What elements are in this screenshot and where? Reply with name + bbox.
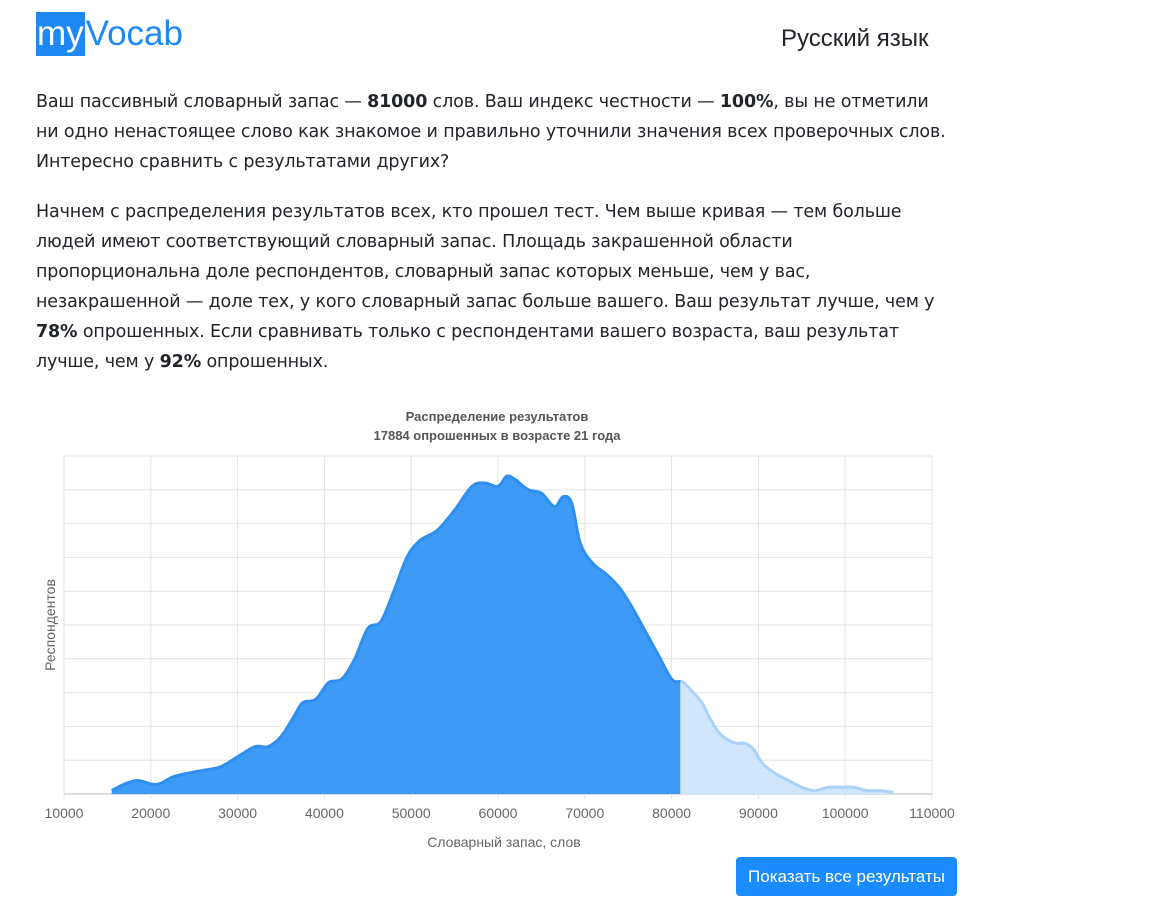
intro-text-1: Ваш пассивный словарный запас — [36,92,368,112]
explanation-text-3: опрошенных. [201,352,329,372]
x-tick-label: 70000 [565,805,604,821]
vocab-size-value: 81000 [367,92,428,112]
x-tick-label: 90000 [739,805,778,821]
x-axis-label: Словарный запас, слов [427,834,580,850]
explanation-text-2: опрошенных. Если сравнивать только с рес… [36,322,899,372]
x-tick-label: 10000 [45,805,84,821]
smaller-vocab-area-line [111,474,681,792]
x-tick-label: 110000 [909,805,955,821]
x-tick-label: 80000 [652,805,691,821]
distribution-chart: Распределение результатов 17884 опрошенн… [0,396,1153,866]
app-logo[interactable]: my Vocab [36,12,183,56]
x-tick-label: 20000 [131,805,170,821]
x-tick-label: 50000 [392,805,431,821]
percent-age-value: 92% [159,352,202,372]
percent-all-value: 78% [36,322,78,342]
logo-vocab: Vocab [85,14,183,53]
intro-text-3: , вы не отметили ни одно ненастоящее сло… [36,92,946,172]
chart-svg: Распределение результатов 17884 опрошенн… [42,409,956,850]
chart-subtitle: 17884 опрошенных в возрасте 21 года [374,428,622,443]
y-axis-label: Респондентов [42,579,58,671]
smaller-vocab-area-fill [111,475,681,794]
x-tick-label: 30000 [218,805,257,821]
logo-my: my [36,12,85,56]
intro-text-2: слов. Ваш индекс честности — [427,92,720,112]
language-label: Русский язык [781,25,929,52]
explanation-text-1: Начнем с распределения результатов всех,… [36,202,935,312]
larger-vocab-area-fill [680,681,893,794]
larger-vocab-area-line [679,679,894,794]
chart-areas [111,474,894,794]
show-all-results-button[interactable]: Показать все результаты [736,857,957,896]
x-tick-labels: 10000 20000 30000 40000 50000 60000 70000 80000… [45,805,956,821]
x-tick-label: 40000 [305,805,344,821]
explanation-paragraph: Начнем с распределения результатов всех,… [36,197,956,377]
x-tick-label: 100000 [822,805,869,821]
x-tick-label: 60000 [479,805,518,821]
chart-title: Распределение результатов [406,409,589,424]
intro-paragraph: Ваш пассивный словарный запас — 81000 сл… [36,87,956,177]
honesty-index-value: 100% [719,92,774,112]
